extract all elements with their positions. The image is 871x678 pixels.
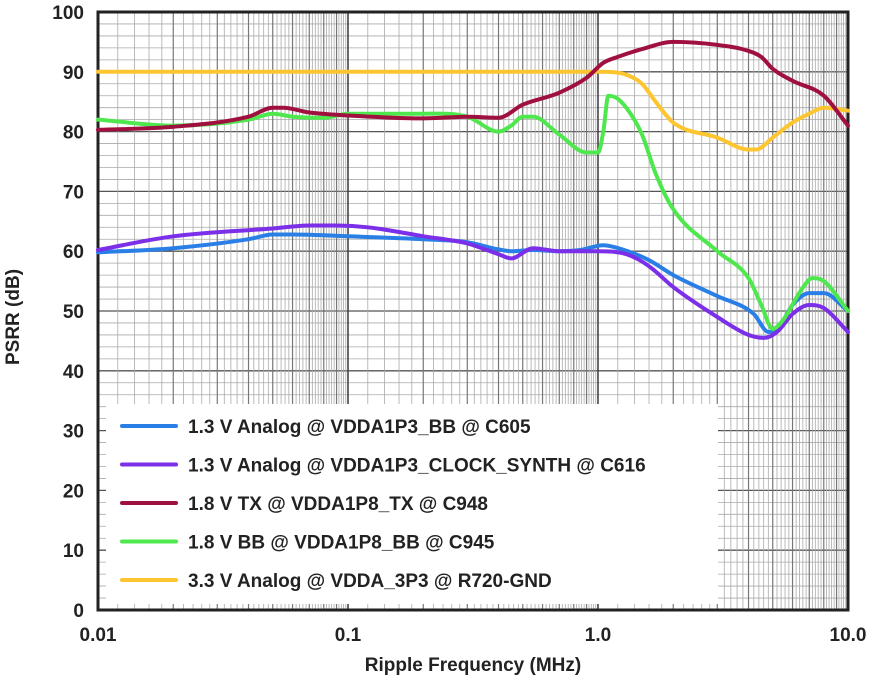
- y-tick-label-4: 40: [63, 362, 84, 383]
- y-tick-label-10: 100: [52, 3, 84, 24]
- y-tick-label-9: 90: [63, 63, 84, 84]
- y-axis-title: PSRR (dB): [3, 269, 24, 365]
- y-tick-label-6: 60: [63, 242, 84, 263]
- y-tick-label-5: 50: [63, 302, 84, 323]
- series-line-2: [96, 39, 850, 132]
- y-tick-label-7: 70: [63, 182, 84, 203]
- x-tick-label-3: 10.0: [830, 625, 867, 646]
- y-tick-labels: 0 10 20 30 40 50 60 70 80 90 100: [52, 3, 84, 622]
- x-tick-label-0: 0.01: [80, 625, 117, 646]
- data-series: [96, 39, 850, 340]
- legend-label-1: 1.3 V Analog @ VDDA1P3_CLOCK_SYNTH @ C61…: [188, 456, 646, 477]
- y-tick-label-1: 10: [63, 541, 84, 562]
- legend-label-0: 1.3 V Analog @ VDDA1P3_BB @ C605: [188, 417, 531, 438]
- legend: 1.3 V Analog @ VDDA1P3_BB @ C605 1.3 V An…: [106, 404, 718, 604]
- x-tick-label-2: 1.0: [585, 625, 611, 646]
- y-tick-label-3: 30: [63, 422, 84, 443]
- series-line-1: [96, 223, 850, 340]
- legend-label-4: 3.3 V Analog @ VDDA_3P3 @ R720-GND: [188, 571, 552, 592]
- legend-label-2: 1.8 V TX @ VDDA1P8_TX @ C948: [188, 494, 488, 515]
- x-tick-label-1: 0.1: [335, 625, 362, 646]
- series-line-4: [96, 69, 850, 152]
- y-tick-label-8: 80: [63, 123, 84, 144]
- y-tick-label-0: 0: [73, 601, 84, 622]
- legend-box: [106, 404, 718, 604]
- x-axis-title: Ripple Frequency (MHz): [365, 655, 581, 676]
- series-line-3: [96, 93, 850, 331]
- legend-label-3: 1.8 V BB @ VDDA1P8_BB @ C945: [188, 533, 495, 554]
- x-tick-labels: 0.01 0.1 1.0 10.0: [80, 625, 867, 646]
- series-line-0: [96, 232, 850, 335]
- y-tick-label-2: 20: [63, 481, 84, 502]
